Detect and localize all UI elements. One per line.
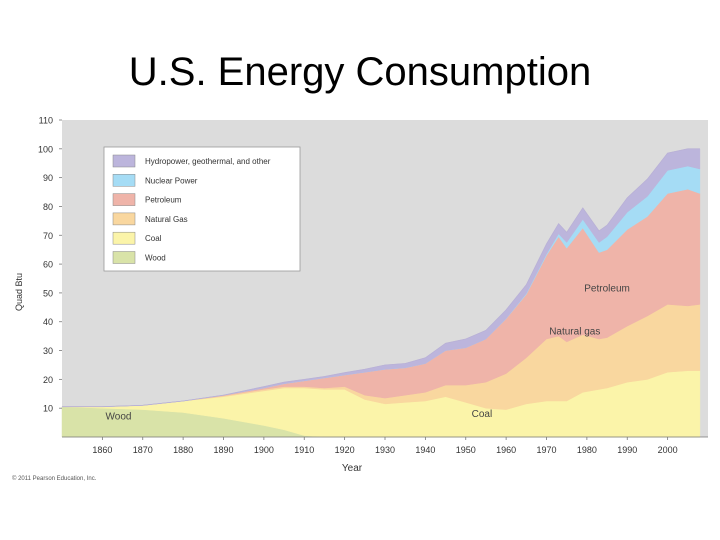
total-outline — [62, 148, 700, 408]
x-axis-label: Year — [342, 463, 363, 474]
legend-label-hydro: Hydropower, geothermal, and other — [145, 157, 271, 166]
annotation-wood: Wood — [106, 412, 132, 423]
outline-group — [62, 148, 700, 408]
y-tick-label: 80 — [43, 202, 53, 212]
legend-label-wood: Wood — [145, 254, 166, 263]
x-tick-label: 1870 — [133, 445, 153, 455]
annotation-petroleum: Petroleum — [584, 283, 630, 294]
legend-label-natural_gas: Natural Gas — [145, 215, 188, 224]
y-tick-label: 60 — [43, 260, 53, 270]
x-tick-label: 1950 — [456, 445, 476, 455]
legend-swatch-coal — [112, 231, 136, 245]
x-axis: 1860 1870 1880 1890 1900 1910 1920 1930 1940 1950… — [62, 436, 708, 455]
x-tick-label: 1890 — [213, 445, 233, 455]
x-tick-label: 2000 — [658, 445, 678, 455]
x-tick-label: 1930 — [375, 445, 395, 455]
legend-label-petroleum: Petroleum — [145, 196, 182, 205]
legend-box — [103, 146, 301, 272]
x-tick-label: 1970 — [536, 445, 556, 455]
legend: Hydropower, geothermal, and other Nuclear… — [103, 146, 301, 272]
x-tick-label: 1860 — [92, 445, 112, 455]
x-tick-label: 1880 — [173, 445, 193, 455]
legend-swatch-nuclear — [112, 174, 136, 187]
y-tick-label: 90 — [43, 173, 53, 183]
legend-label-nuclear: Nuclear Power — [145, 176, 198, 185]
x-tick-label: 1900 — [254, 445, 274, 455]
x-tick-label: 1920 — [335, 445, 355, 455]
annotation-coal: Coal — [472, 409, 493, 420]
x-tick-label: 1990 — [617, 445, 637, 455]
area-annotations: Petroleum Natural gas Coal Wood — [106, 283, 630, 422]
y-tick-label: 10 — [43, 404, 53, 414]
y-tick-label: 50 — [43, 288, 53, 298]
y-axis: 10 20 30 40 50 60 70 80 90 100 110 — [38, 116, 62, 414]
slide-title: U.S. Energy Consumption — [128, 50, 592, 94]
legend-label-coal: Coal — [145, 234, 162, 243]
y-tick-label: 20 — [43, 375, 53, 385]
copyright-notice: © 2011 Pearson Education, Inc. — [12, 476, 97, 482]
legend-swatch-wood — [112, 251, 136, 264]
x-tick-label: 1980 — [577, 445, 597, 455]
legend-swatch-natural_gas — [112, 212, 136, 226]
y-tick-label: 40 — [43, 317, 53, 327]
y-tick-label: 30 — [43, 346, 53, 356]
legend-swatch-petroleum — [112, 193, 136, 206]
x-tick-label: 1960 — [496, 445, 516, 455]
y-tick-label: 70 — [43, 231, 53, 241]
area-series-group — [61, 148, 701, 438]
x-tick-label: 1940 — [415, 445, 435, 455]
legend-swatch-hydro — [112, 154, 136, 168]
annotation-natural-gas: Natural gas — [549, 327, 600, 338]
y-tick-label: 110 — [39, 116, 53, 126]
y-tick-label: 100 — [38, 144, 53, 154]
x-tick-label: 1910 — [294, 445, 314, 455]
y-axis-label: Quad Btu — [14, 273, 24, 311]
